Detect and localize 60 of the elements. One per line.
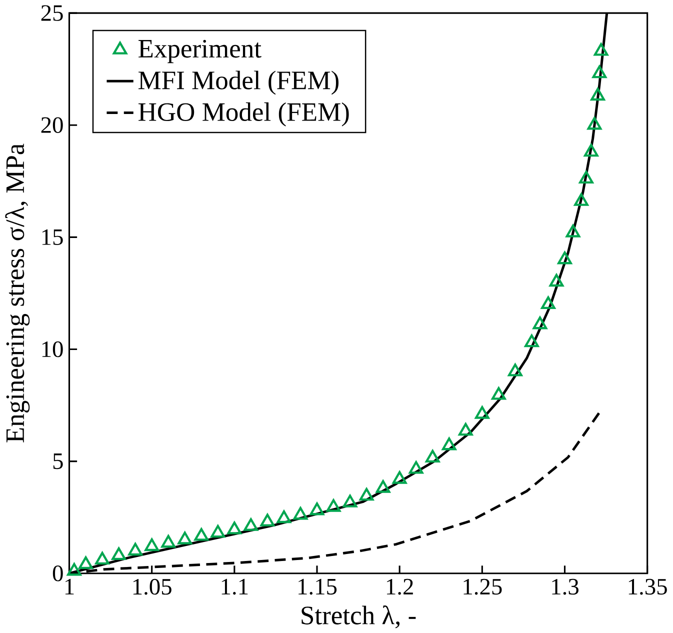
point: [244, 518, 258, 531]
point: [178, 531, 192, 544]
point: [78, 556, 93, 569]
x-tick-label: 1.05: [133, 578, 172, 595]
point: [532, 316, 548, 329]
point: [227, 521, 242, 534]
point: [293, 506, 308, 520]
x-tick-label: 1: [65, 578, 74, 594]
point: [376, 480, 390, 493]
legend-label: MFI Model (FEM): [138, 70, 338, 95]
point: [128, 542, 142, 556]
point: [425, 450, 440, 462]
point: [442, 437, 456, 450]
x-tick-label: 1.2: [387, 578, 413, 594]
y-tick-label: 15: [42, 229, 63, 245]
point: [587, 116, 602, 130]
y-axis-title: Engineering stress σ/λ, MPa: [5, 143, 30, 442]
y-tick-label: 5: [53, 453, 63, 469]
y-tick-label: 25: [41, 4, 63, 21]
y-tick-label: 20: [41, 116, 63, 133]
point: [574, 192, 588, 206]
point: [579, 170, 594, 184]
point: [112, 547, 126, 560]
point: [474, 406, 490, 419]
point: [161, 534, 176, 548]
x-tick-label: 1.1: [222, 578, 248, 594]
point: [310, 502, 324, 515]
point: [492, 386, 506, 400]
legend-label: Experiment: [138, 40, 262, 63]
point: [541, 296, 556, 309]
point: [594, 42, 608, 56]
y-tick-label: 0: [52, 565, 63, 582]
point: [592, 65, 607, 78]
point: [95, 552, 110, 564]
point: [566, 224, 580, 238]
y-tick-label: 10: [42, 341, 63, 357]
point: [359, 488, 374, 500]
point: [276, 510, 292, 523]
point: [458, 422, 473, 436]
x-tick-label: 1.25: [464, 578, 502, 594]
point: [549, 274, 564, 286]
legend-label: HGO Model (FEM): [138, 102, 349, 126]
x-tick-label: 1.3: [552, 578, 578, 594]
point: [392, 470, 407, 484]
x-axis-title: Stretch λ, -: [302, 605, 416, 628]
point: [590, 88, 605, 100]
x-tick-label: 1.15: [298, 578, 337, 594]
point: [210, 524, 226, 538]
point: [144, 538, 160, 551]
point: [508, 363, 522, 376]
point: [342, 494, 358, 508]
point: [558, 251, 572, 264]
point: [524, 334, 539, 347]
x-tick-label: 1.35: [628, 578, 667, 594]
point: [408, 460, 424, 474]
point: [584, 144, 598, 156]
point: [194, 528, 209, 541]
point: [67, 562, 82, 576]
point: [260, 513, 275, 526]
point: [326, 498, 341, 512]
